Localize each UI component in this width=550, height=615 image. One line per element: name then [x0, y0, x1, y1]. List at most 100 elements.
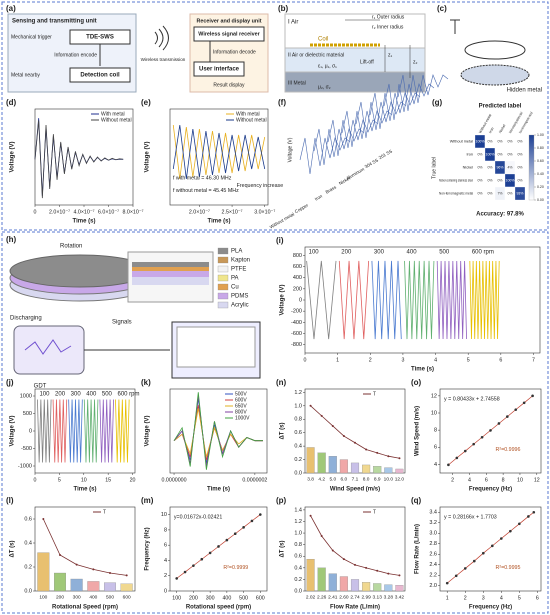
- x-tick-label: 6.0: [341, 476, 348, 482]
- point: [208, 551, 212, 555]
- y-axis-label: ΔT (s): [280, 541, 286, 558]
- layer-label: Kapton: [231, 258, 250, 264]
- y-tick-label: 2.2: [429, 573, 437, 579]
- point: [489, 429, 492, 432]
- x-axis-label: Time (s): [411, 367, 434, 373]
- inline-label: 500: [439, 250, 450, 256]
- annotation: R²=0.9996: [496, 447, 521, 453]
- layer-label: PLA: [231, 249, 242, 255]
- marker: [320, 414, 323, 417]
- cell-label: 0%: [477, 152, 482, 156]
- panel-label: (b): [278, 4, 289, 13]
- plot-frame: [169, 388, 268, 474]
- label: r₁ Outer radius: [372, 14, 405, 20]
- y-tick-label: 400: [293, 275, 302, 281]
- plot-frame: [439, 388, 542, 474]
- x-tick-label: 200: [56, 594, 64, 600]
- y-tick-label: 0.4: [294, 444, 302, 450]
- marker: [309, 404, 312, 407]
- x-axis-label: Rotational speed (rpm): [186, 605, 251, 611]
- y-axis-label: Frequency (Hz): [145, 527, 151, 570]
- series-line: [52, 399, 68, 463]
- inline-label: 500: [102, 392, 113, 398]
- axis-title: Predicted label: [479, 104, 522, 110]
- legend-label: T: [373, 509, 376, 515]
- y-tick-label: 3.2: [429, 520, 437, 526]
- wave: [299, 137, 351, 175]
- cell-label: 100%: [486, 152, 495, 156]
- inline-label: 300: [71, 392, 82, 398]
- y-tick-label: 4: [434, 462, 437, 468]
- series-line: [469, 260, 500, 340]
- cell-label: 0%: [497, 139, 502, 143]
- series-line: [310, 405, 400, 459]
- cell-label: 0%: [497, 178, 502, 182]
- bar: [350, 579, 360, 592]
- bar: [339, 459, 348, 474]
- legend-label: Without metal: [236, 117, 267, 123]
- label: III Metal: [288, 80, 306, 86]
- inline-label: 200: [55, 392, 66, 398]
- box-text: TDE-SWS: [86, 35, 114, 41]
- x-tick-label: 2.0×10⁻⁷: [189, 209, 210, 215]
- y-axis-label: Voltage (V): [280, 285, 286, 316]
- inline-label: 400: [86, 392, 97, 398]
- cell-label: 100%: [506, 178, 515, 182]
- x-axis-label: Wind Speed (m/s): [330, 487, 380, 493]
- cell-label: 0%: [477, 165, 482, 169]
- swatch: [217, 256, 229, 264]
- x-axis-label: Time (s): [74, 487, 97, 493]
- layer: [284, 47, 426, 73]
- x-tick-label: 12: [534, 477, 540, 483]
- y-tick-label: 0.8: [294, 417, 302, 423]
- x-tick-label: 5.0: [329, 476, 336, 482]
- bar: [37, 552, 50, 592]
- x-tick-label: 10: [517, 477, 523, 483]
- y-tick-label: 3.0: [429, 531, 437, 537]
- y-tick-label: 0.0: [24, 588, 32, 594]
- x-tick-label: 400: [222, 595, 231, 601]
- spark: [24, 339, 72, 355]
- legend-label: 1000V: [235, 415, 250, 421]
- y-tick-label: -600: [291, 331, 302, 337]
- box: [193, 61, 245, 77]
- colorbar-label: 0.80: [537, 146, 544, 150]
- box: [193, 26, 265, 42]
- bar: [339, 576, 348, 592]
- label: Hidden metal: [507, 88, 542, 94]
- label: GDT: [34, 384, 47, 390]
- x-tick-label: 6: [499, 357, 502, 363]
- panel-label: (j): [6, 378, 14, 387]
- cell-label: 0%: [517, 165, 522, 169]
- x-axis-label: Frequency (Hz): [469, 487, 512, 493]
- antenna: [450, 19, 460, 34]
- wave: [383, 83, 435, 121]
- label: r₂ Inner radius: [372, 24, 404, 30]
- x-tick-label: 3.8: [307, 476, 314, 482]
- legend-label: 500V: [235, 391, 247, 397]
- y-axis-label: Voltage (V): [287, 137, 293, 162]
- y-tick-label: 10: [431, 410, 437, 416]
- point: [472, 559, 476, 563]
- x-axis-label: Time (s): [207, 487, 230, 493]
- bar: [70, 578, 83, 592]
- label: Metal nearby: [11, 72, 40, 78]
- panel-label: (a): [6, 4, 16, 13]
- legend-label: T: [373, 391, 376, 397]
- point: [192, 564, 195, 567]
- x-tick-label: 2.60: [339, 594, 349, 600]
- column-label: Nickel: [498, 124, 506, 134]
- x-tick-label: 600: [256, 595, 265, 601]
- y-tick-label: 0.2: [24, 564, 32, 570]
- y-tick-label: 1.2: [294, 519, 302, 525]
- legend-label: With metal: [101, 111, 125, 117]
- x-tick-label: 4: [468, 477, 471, 483]
- row-label: Nickel: [463, 166, 473, 170]
- accuracy: Accuracy: 97.8%: [476, 212, 524, 218]
- y-tick-label: 600: [293, 264, 302, 270]
- point: [175, 577, 178, 580]
- cell-label: 0%: [497, 152, 502, 156]
- annotation: y = 0.80433x + 2.74558: [444, 396, 500, 402]
- bar: [373, 466, 382, 474]
- point: [463, 567, 467, 570]
